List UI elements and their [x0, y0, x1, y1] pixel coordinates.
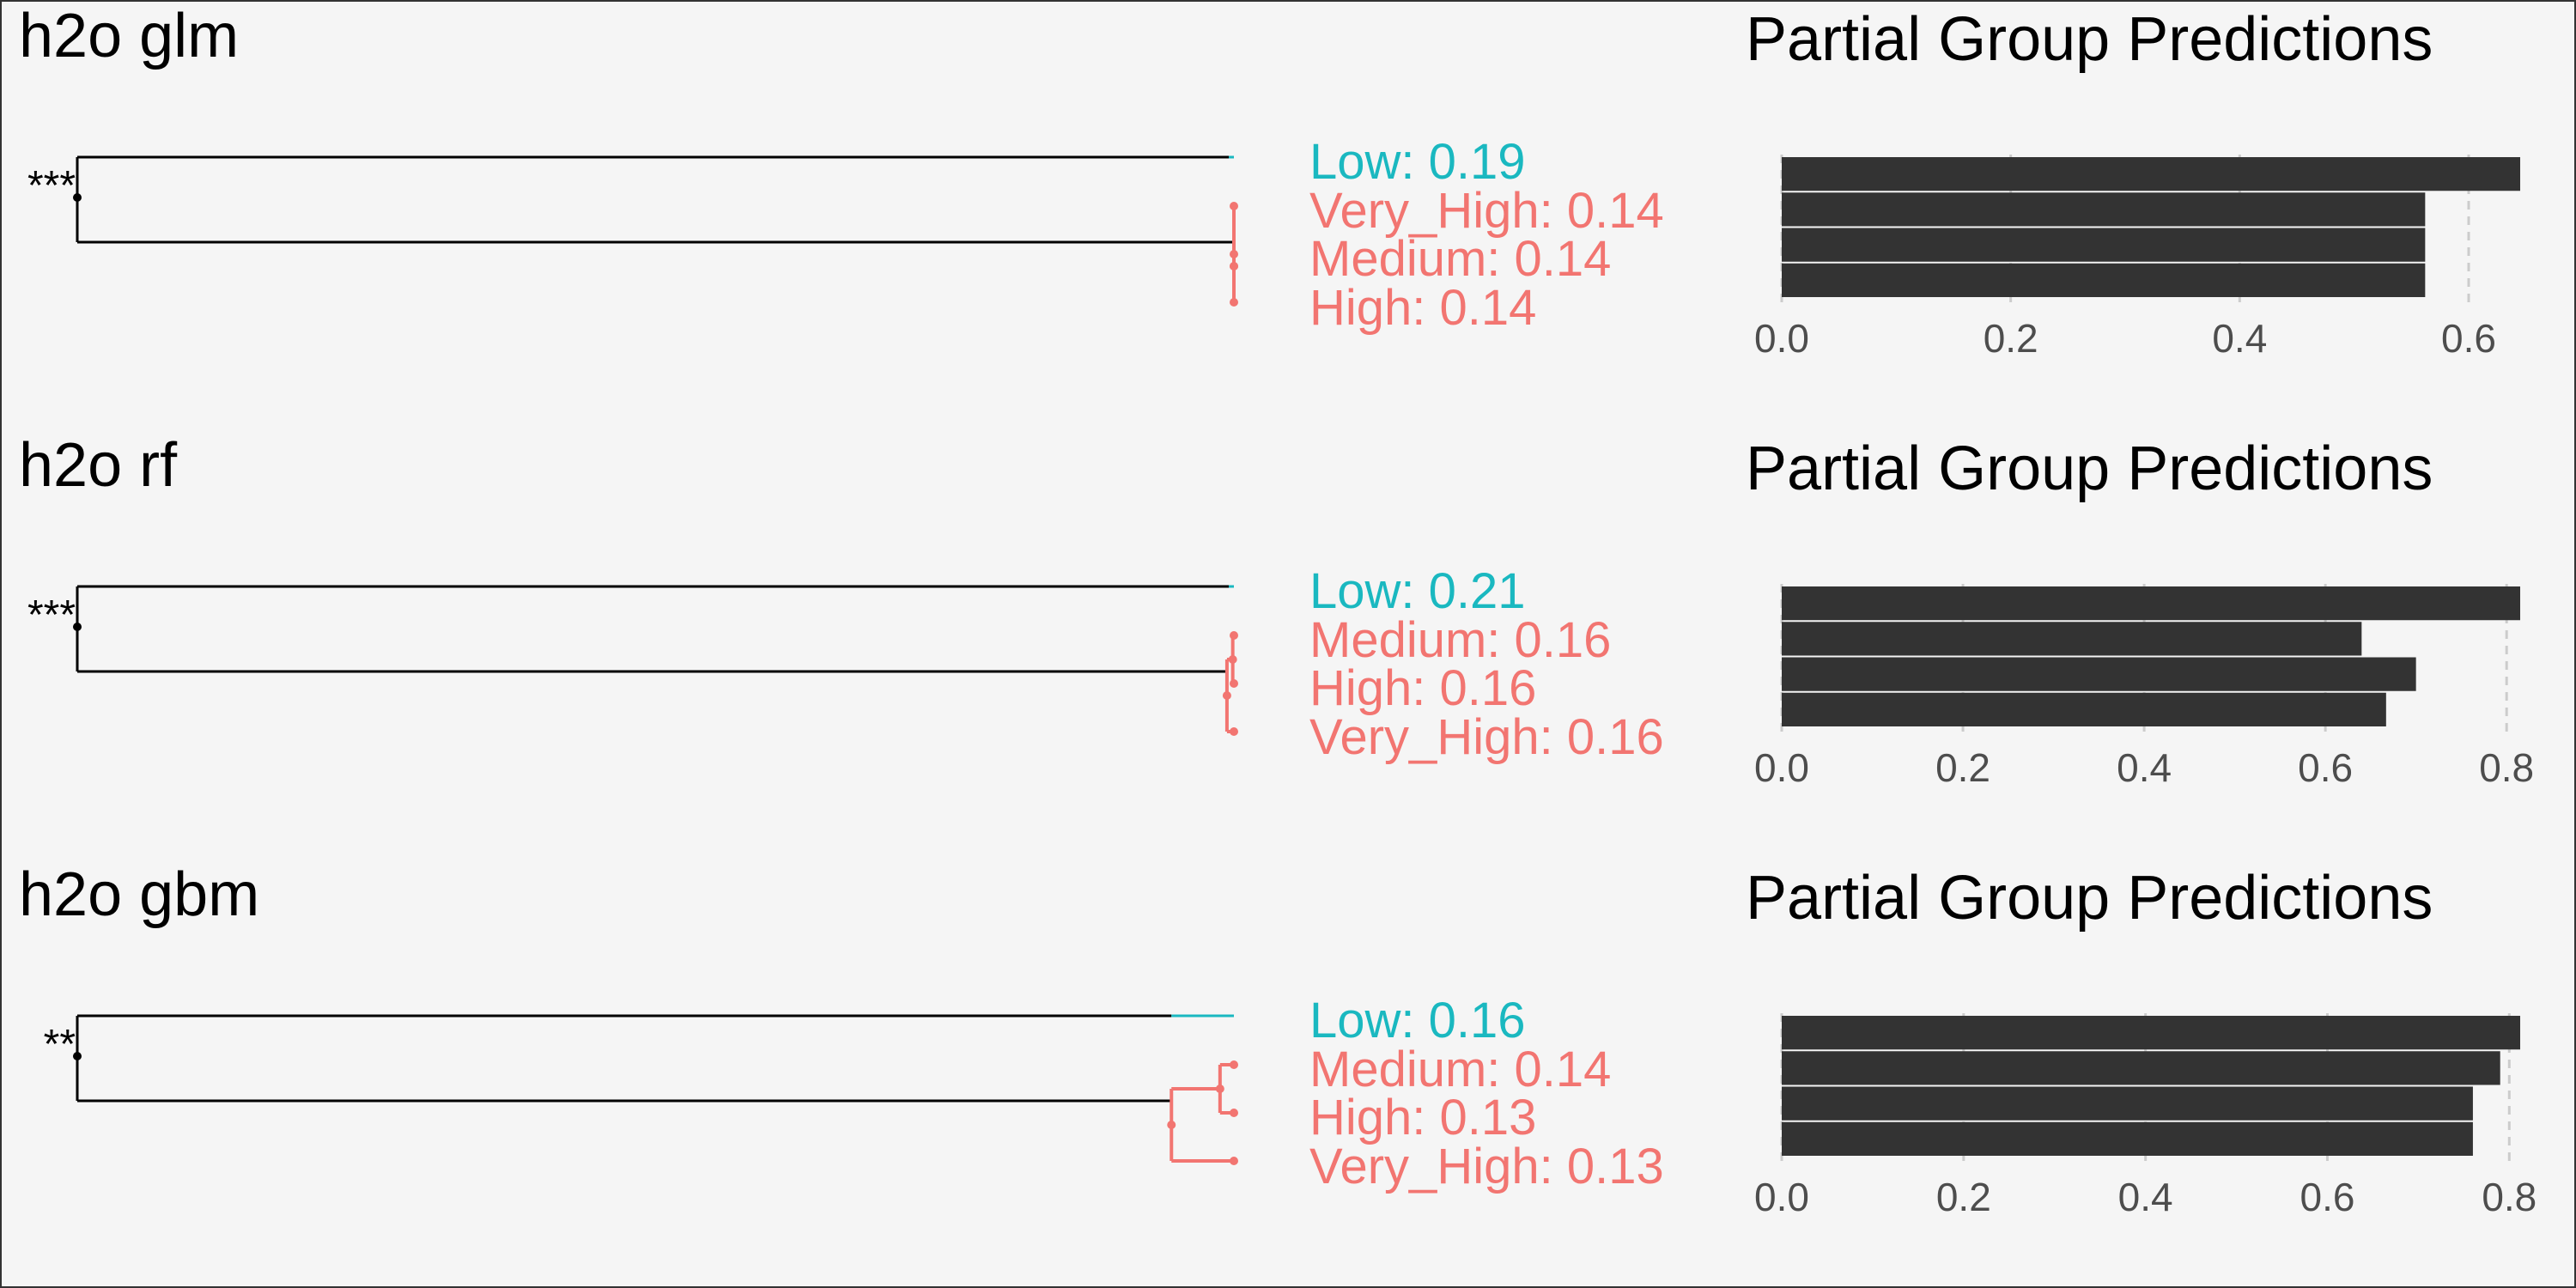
tree-node — [1222, 691, 1231, 700]
leaf-label: High: 0.13 — [1309, 1090, 1536, 1145]
bar — [1782, 1086, 2473, 1121]
tree-leaf-point — [1230, 1109, 1238, 1117]
leaf-label: Low: 0.21 — [1309, 563, 1526, 619]
tree-root-node — [73, 623, 82, 631]
x-tick-label: 0.8 — [2479, 745, 2534, 790]
tree-root-node — [73, 1052, 82, 1060]
x-tick-label: 0.0 — [1754, 745, 1809, 790]
bar — [1782, 192, 2426, 227]
bar — [1782, 263, 2426, 297]
dendrogram-title: h2o gbm — [19, 860, 259, 929]
tree-leaf-point — [1230, 1157, 1238, 1165]
tree-leaf-point — [1230, 727, 1238, 736]
leaf-label: Medium: 0.14 — [1309, 231, 1611, 287]
x-tick-label: 0.6 — [2441, 316, 2496, 361]
significance-stars: ** — [44, 1022, 76, 1067]
bar — [1782, 1016, 2520, 1050]
x-tick-label: 0.8 — [2482, 1175, 2537, 1219]
x-tick-label: 0.6 — [2298, 745, 2353, 790]
tree-leaf-point — [1230, 679, 1238, 688]
leaf-label: Medium: 0.14 — [1309, 1042, 1611, 1097]
tree-leaf-point — [1230, 298, 1238, 307]
bar — [1782, 586, 2520, 621]
bar — [1782, 657, 2416, 691]
leaf-label: Very_High: 0.13 — [1309, 1139, 1664, 1194]
bar — [1782, 1121, 2473, 1156]
bar-chart-title: Partial Group Predictions — [1746, 864, 2433, 933]
bar — [1782, 157, 2520, 191]
tree-node — [1215, 1084, 1224, 1093]
tree-leaf-point — [1230, 1060, 1238, 1069]
leaf-label: Low: 0.16 — [1309, 993, 1526, 1048]
tree-leaf-point — [1230, 631, 1238, 640]
bar — [1782, 622, 2362, 656]
x-tick-label: 0.2 — [1936, 1175, 1991, 1219]
tree-node — [1230, 262, 1238, 270]
bar — [1782, 228, 2426, 262]
dendrogram-title: h2o rf — [19, 431, 178, 500]
x-tick-label: 0.6 — [2300, 1175, 2354, 1219]
tree-node — [1228, 655, 1237, 664]
leaf-label: Low: 0.19 — [1309, 134, 1526, 190]
dendrogram-title: h2o glm — [19, 2, 239, 70]
bar-chart-title: Partial Group Predictions — [1746, 434, 2433, 503]
tree-leaf-point — [1230, 250, 1238, 258]
leaf-label: Very_High: 0.16 — [1309, 709, 1664, 765]
leaf-label: Very_High: 0.14 — [1309, 183, 1664, 239]
significance-stars: *** — [27, 592, 76, 638]
x-tick-label: 0.2 — [1935, 745, 1990, 790]
leaf-label: Medium: 0.16 — [1309, 612, 1611, 668]
x-tick-label: 0.2 — [1984, 316, 2038, 361]
tree-leaf-point — [1230, 202, 1238, 210]
bar — [1782, 1051, 2500, 1085]
x-tick-label: 0.4 — [2117, 745, 2172, 790]
bar-chart-title: Partial Group Predictions — [1746, 5, 2433, 74]
bar — [1782, 692, 2386, 726]
x-tick-label: 0.0 — [1754, 316, 1809, 361]
x-tick-label: 0.0 — [1754, 1175, 1809, 1219]
leaf-label: High: 0.14 — [1309, 280, 1536, 336]
x-tick-label: 0.4 — [2118, 1175, 2173, 1219]
tree-root-node — [73, 193, 82, 202]
leaf-label: High: 0.16 — [1309, 660, 1536, 716]
x-tick-label: 0.4 — [2212, 316, 2267, 361]
significance-stars: *** — [27, 163, 76, 209]
tree-node — [1167, 1121, 1176, 1129]
